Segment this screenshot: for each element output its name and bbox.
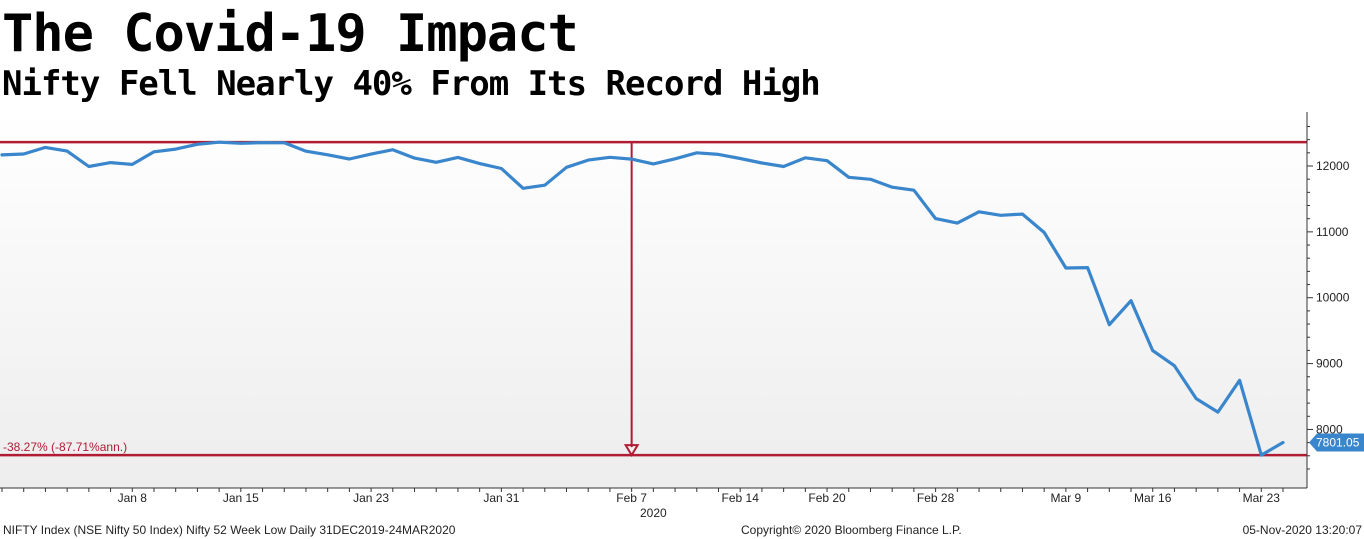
nifty-series-line [0,140,1285,457]
x-year-label: 2020 [640,506,667,520]
y-tick-label: 11000 [1316,225,1349,239]
y-tick-label: 10000 [1316,291,1350,305]
x-tick-label: Mar 23 [1243,491,1281,505]
x-tick-label: Feb 14 [722,491,760,505]
page-title: The Covid-19 Impact [2,4,579,64]
footer-copyright: Copyright© 2020 Bloomberg Finance L.P. [741,523,962,537]
footer-source: NIFTY Index (NSE Nifty 50 Index) Nifty 5… [3,523,456,537]
x-tick-label: Jan 31 [483,491,519,505]
last-value-badge [1309,433,1364,452]
x-tick-label: Jan 8 [118,491,148,505]
x-tick-label: Feb 20 [808,491,846,505]
x-tick-label: Feb 28 [917,491,955,505]
y-tick-label: 9000 [1316,357,1343,371]
x-tick-label: Mar 9 [1051,491,1082,505]
x-tick-label: Feb 7 [616,491,647,505]
x-tick-label: Jan 15 [223,491,259,505]
last-value-label: 7801.05 [1316,436,1360,450]
x-tick-label: Mar 16 [1134,491,1172,505]
plot-background [0,112,1307,488]
footer-timestamp: 05-Nov-2020 13:20:07 [1242,523,1362,537]
y-tick-label: 12000 [1316,159,1350,173]
drawdown-annotation: -38.27% (-87.71%ann.) [3,440,127,454]
x-tick-label: Jan 23 [353,491,389,505]
y-tick-label: 8000 [1316,422,1343,436]
page-subtitle: Nifty Fell Nearly 40% From Its Record Hi… [2,64,821,104]
drawdown-arrow-head [623,444,640,458]
